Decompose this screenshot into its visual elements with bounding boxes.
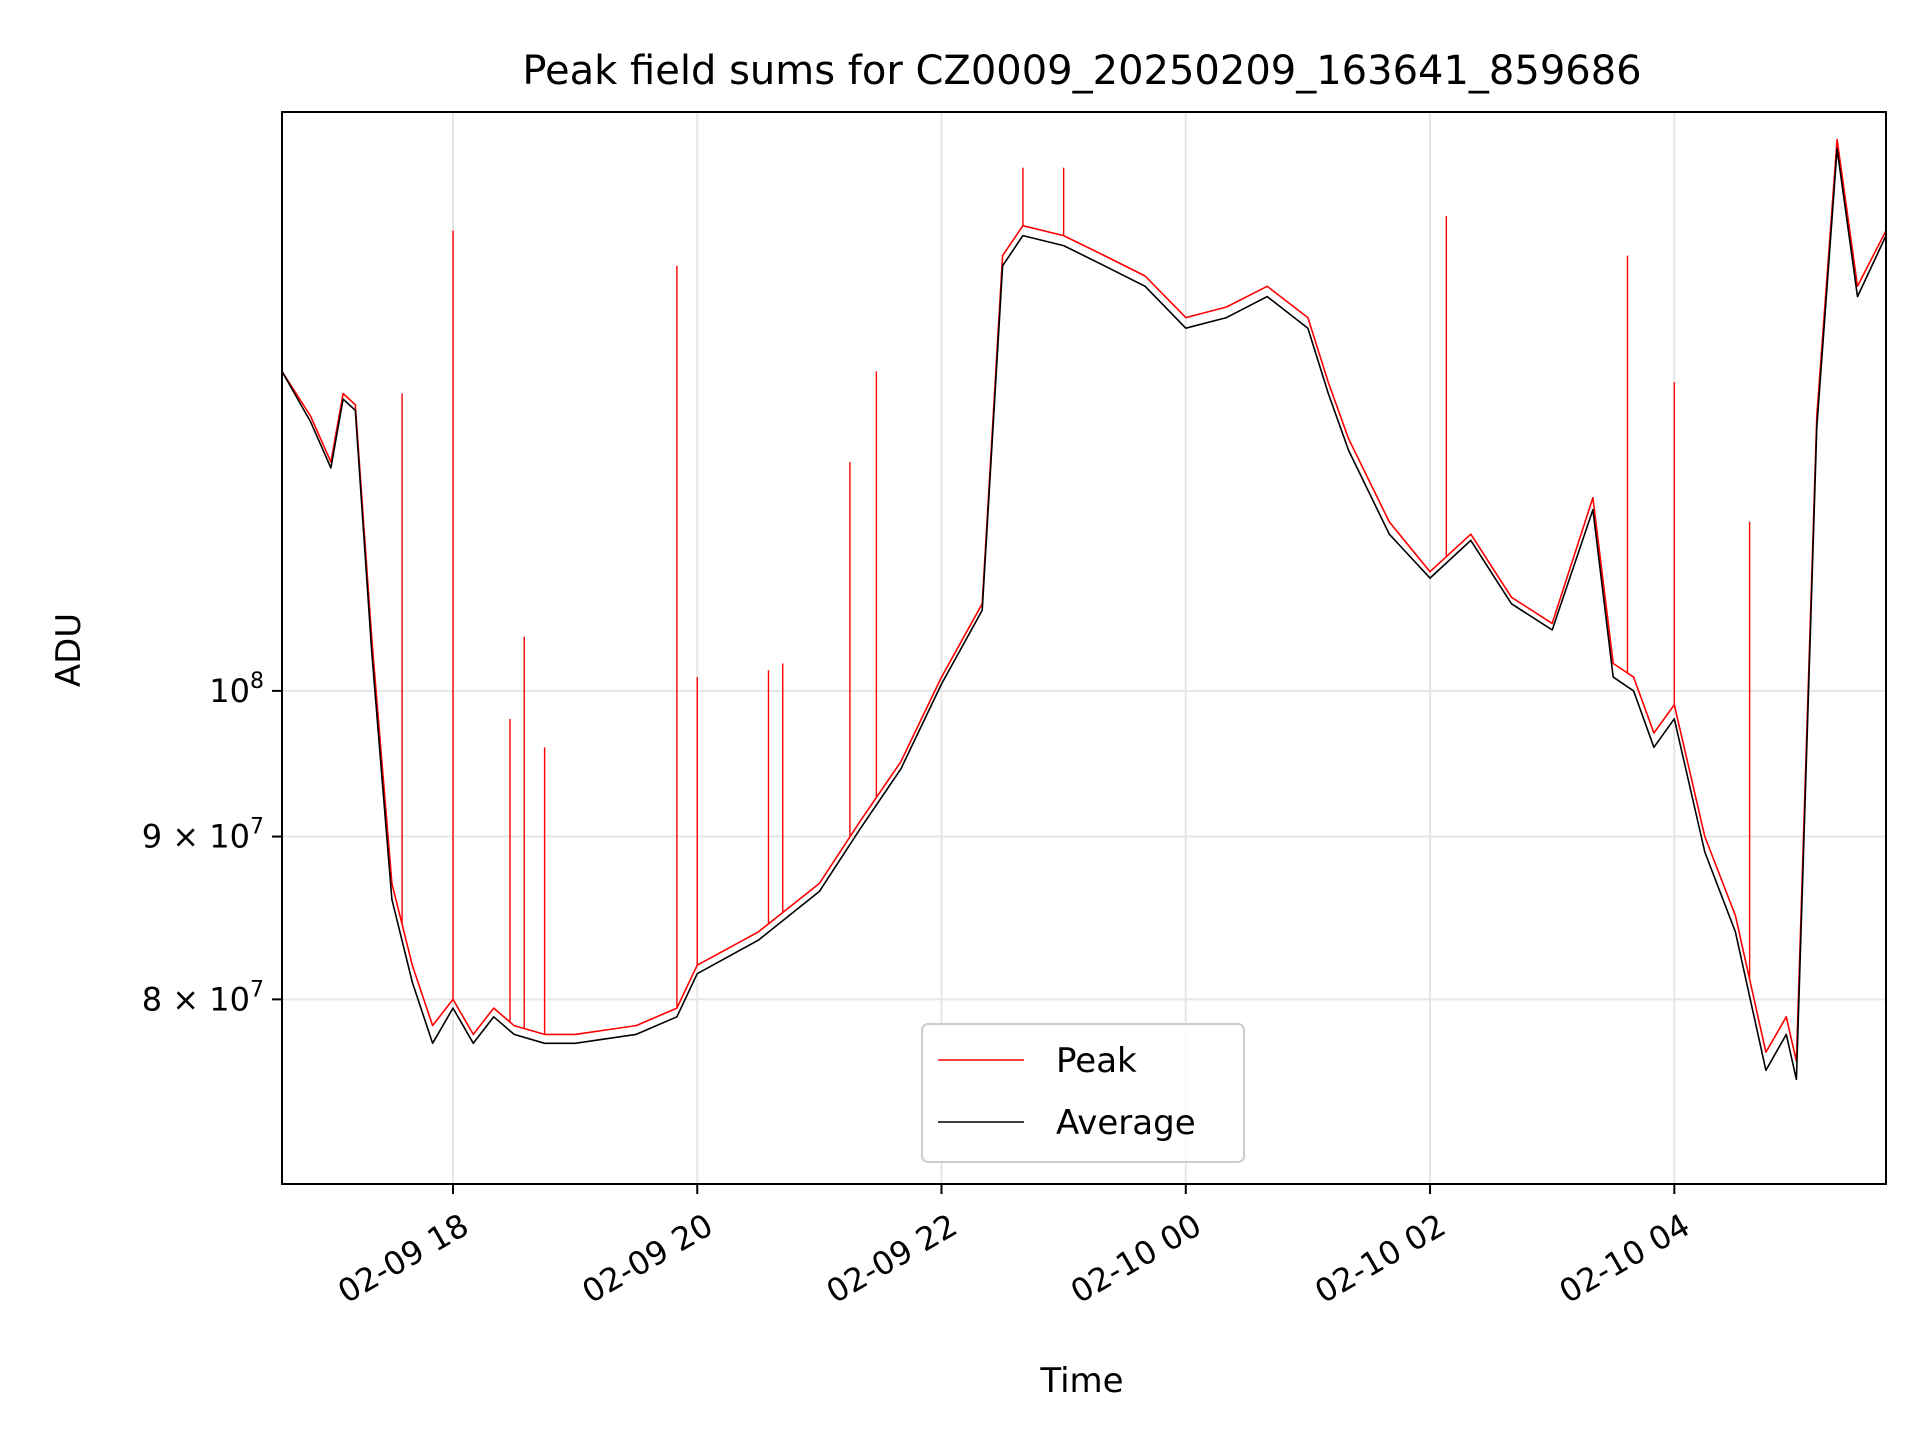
y-tick-label: 108 xyxy=(209,669,264,710)
y-axis: 108 9 × 107 8 × 107 xyxy=(142,669,282,1018)
series-line-average xyxy=(281,148,1887,1081)
plot-frame xyxy=(281,111,1887,1185)
y-axis-label: ADU xyxy=(49,613,89,687)
x-axis-label: Time xyxy=(1039,1361,1123,1401)
y-tick-label: 9 × 107 xyxy=(142,815,264,856)
chart-title: Peak field sums for CZ0009_20250209_1636… xyxy=(522,48,1641,94)
series-group xyxy=(281,138,1887,1081)
legend-label-average: Average xyxy=(1056,1103,1196,1143)
legend: Peak Average xyxy=(921,1023,1245,1163)
y-tick-label: 8 × 107 xyxy=(142,977,264,1018)
series-line-peak xyxy=(281,138,1887,1062)
legend-box xyxy=(921,1023,1245,1163)
legend-label-peak: Peak xyxy=(1056,1041,1137,1081)
